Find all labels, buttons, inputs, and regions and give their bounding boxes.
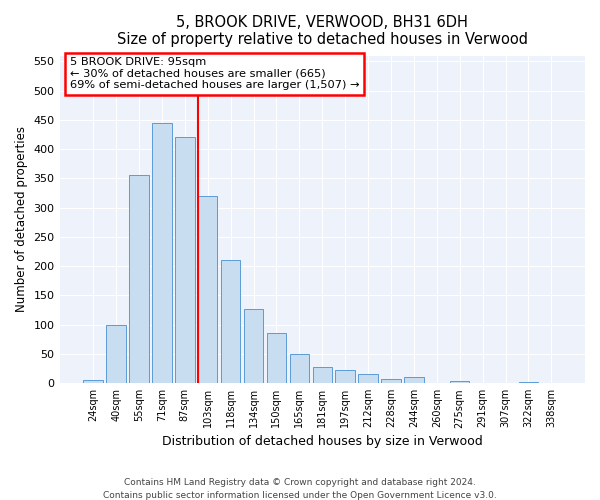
Bar [152, 123, 172, 383]
Bar [313, 368, 332, 383]
Title: 5, BROOK DRIVE, VERWOOD, BH31 6DH
Size of property relative to detached houses i: 5, BROOK DRIVE, VERWOOD, BH31 6DH Size o… [117, 15, 528, 48]
Bar [404, 378, 424, 383]
Bar [542, 382, 561, 383]
Bar [519, 382, 538, 383]
Text: 5 BROOK DRIVE: 95sqm
← 30% of detached houses are smaller (665)
69% of semi-deta: 5 BROOK DRIVE: 95sqm ← 30% of detached h… [70, 57, 359, 90]
Bar [358, 374, 378, 383]
Bar [381, 378, 401, 383]
Bar [221, 260, 241, 383]
Bar [106, 324, 126, 383]
Bar [267, 334, 286, 383]
Bar [290, 354, 309, 383]
Bar [335, 370, 355, 383]
Bar [473, 382, 493, 383]
Bar [83, 380, 103, 383]
X-axis label: Distribution of detached houses by size in Verwood: Distribution of detached houses by size … [162, 434, 482, 448]
Bar [129, 176, 149, 383]
Bar [244, 309, 263, 383]
Y-axis label: Number of detached properties: Number of detached properties [15, 126, 28, 312]
Bar [450, 382, 469, 383]
Text: Contains HM Land Registry data © Crown copyright and database right 2024.
Contai: Contains HM Land Registry data © Crown c… [103, 478, 497, 500]
Bar [175, 138, 194, 383]
Bar [198, 196, 217, 383]
